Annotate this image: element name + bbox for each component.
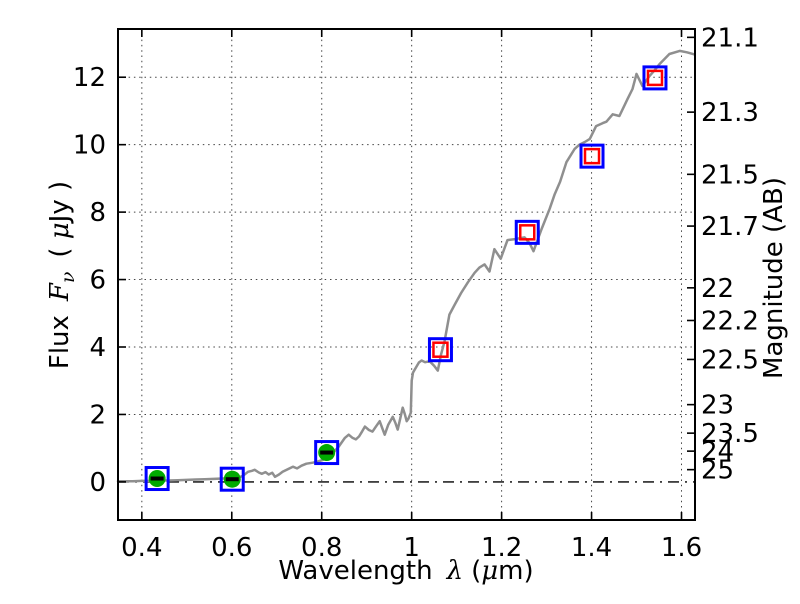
- y-axis-label-left: Flux Fν ( μJy ): [45, 181, 79, 369]
- y-tick-label: 12: [73, 63, 106, 93]
- x-axis-unit-open: (: [471, 556, 482, 586]
- y-tick-label: 0: [89, 468, 106, 498]
- x-tick-label: 0.6: [211, 533, 252, 563]
- model-photometry-squares-marker: [144, 466, 170, 492]
- model-photometry-squares-marker: [314, 440, 340, 466]
- y-tick-label: 2: [89, 400, 106, 430]
- observed-photometry-red-squares-marker: [432, 341, 449, 358]
- model-photometry-squares-marker: [427, 337, 453, 363]
- x-tick-label: 1.2: [481, 533, 522, 563]
- mag-tick-label: 23.5: [701, 419, 759, 449]
- errorbar-cap: [150, 476, 164, 481]
- y-tick-label: 4: [89, 333, 106, 363]
- model-photometry-squares-marker: [579, 143, 605, 169]
- model-photometry-squares-marker: [219, 466, 245, 492]
- mag-tick-label: 22: [701, 274, 734, 304]
- y-axis-unit-open: (: [44, 239, 75, 258]
- y-axis-label-word: Flux: [44, 315, 75, 370]
- x-axis-unit-mu: μ: [481, 556, 499, 586]
- y-axis-label-nu-subscript: ν: [58, 271, 80, 284]
- mag-tick-label: 25: [701, 456, 734, 486]
- mag-tick-label: 21.3: [701, 98, 759, 128]
- x-axis-label-word: Wavelength: [278, 556, 433, 586]
- x-tick-label: 1.4: [571, 533, 612, 563]
- model-photometry-squares-marker: [642, 65, 668, 91]
- mag-tick-label: 23: [701, 391, 734, 421]
- y-axis-unit-mu: μ: [44, 222, 75, 240]
- plot-frame: [117, 28, 696, 521]
- x-tick-label: 0.4: [121, 533, 162, 563]
- x-tick-label: 1.6: [661, 533, 702, 563]
- mag-tick-label: 21.7: [701, 212, 759, 242]
- y-axis-unit-close: Jy ): [44, 180, 75, 223]
- x-tick-label: 0.8: [301, 533, 342, 563]
- mag-tick-label: 21.1: [701, 23, 759, 53]
- x-axis-unit-close: m): [498, 556, 534, 586]
- errorbar-cap: [225, 477, 239, 482]
- y-tick-label: 6: [89, 266, 106, 296]
- y-tick-label: 8: [89, 198, 106, 228]
- mag-tick-label: 21.5: [701, 160, 759, 190]
- observed-photometry-red-squares-marker: [583, 147, 601, 165]
- mag-tick-label: 22.5: [701, 345, 759, 375]
- model-photometry-squares-marker: [514, 219, 540, 245]
- x-axis-label: Wavelength λ (μm): [278, 556, 533, 586]
- spectrum-curve: [116, 49, 696, 483]
- errorbar-cap: [320, 450, 334, 455]
- x-axis-label-lambda: λ: [446, 556, 464, 586]
- mag-tick-label: 24: [701, 437, 734, 467]
- observed-photometry-red-squares-marker: [646, 69, 664, 87]
- y-axis-label-flux-symbol: F: [44, 283, 75, 302]
- x-tick-label: 1: [403, 533, 420, 563]
- y-axis-label-right: Magnitude (AB): [759, 177, 789, 379]
- observed-photometry-red-squares-marker: [519, 224, 536, 241]
- mag-tick-label: 22.2: [701, 306, 759, 336]
- y-tick-label: 10: [73, 131, 106, 161]
